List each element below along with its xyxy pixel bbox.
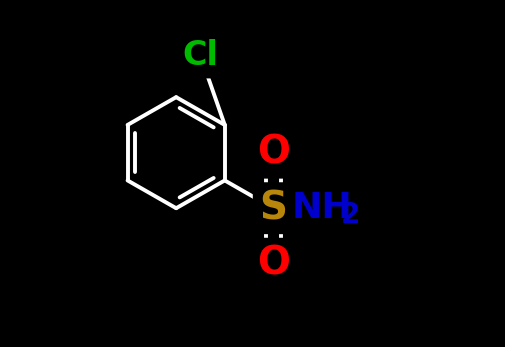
Text: NH: NH — [287, 187, 357, 229]
Text: S: S — [260, 189, 287, 227]
Text: O: O — [255, 131, 292, 174]
Text: O: O — [257, 245, 290, 283]
Text: O: O — [255, 242, 292, 285]
Text: Cl: Cl — [182, 39, 218, 72]
Text: 2: 2 — [341, 201, 361, 229]
Text: S: S — [257, 187, 289, 230]
Text: NH: NH — [291, 191, 352, 225]
Text: Cl: Cl — [180, 36, 221, 75]
Text: O: O — [257, 134, 290, 172]
